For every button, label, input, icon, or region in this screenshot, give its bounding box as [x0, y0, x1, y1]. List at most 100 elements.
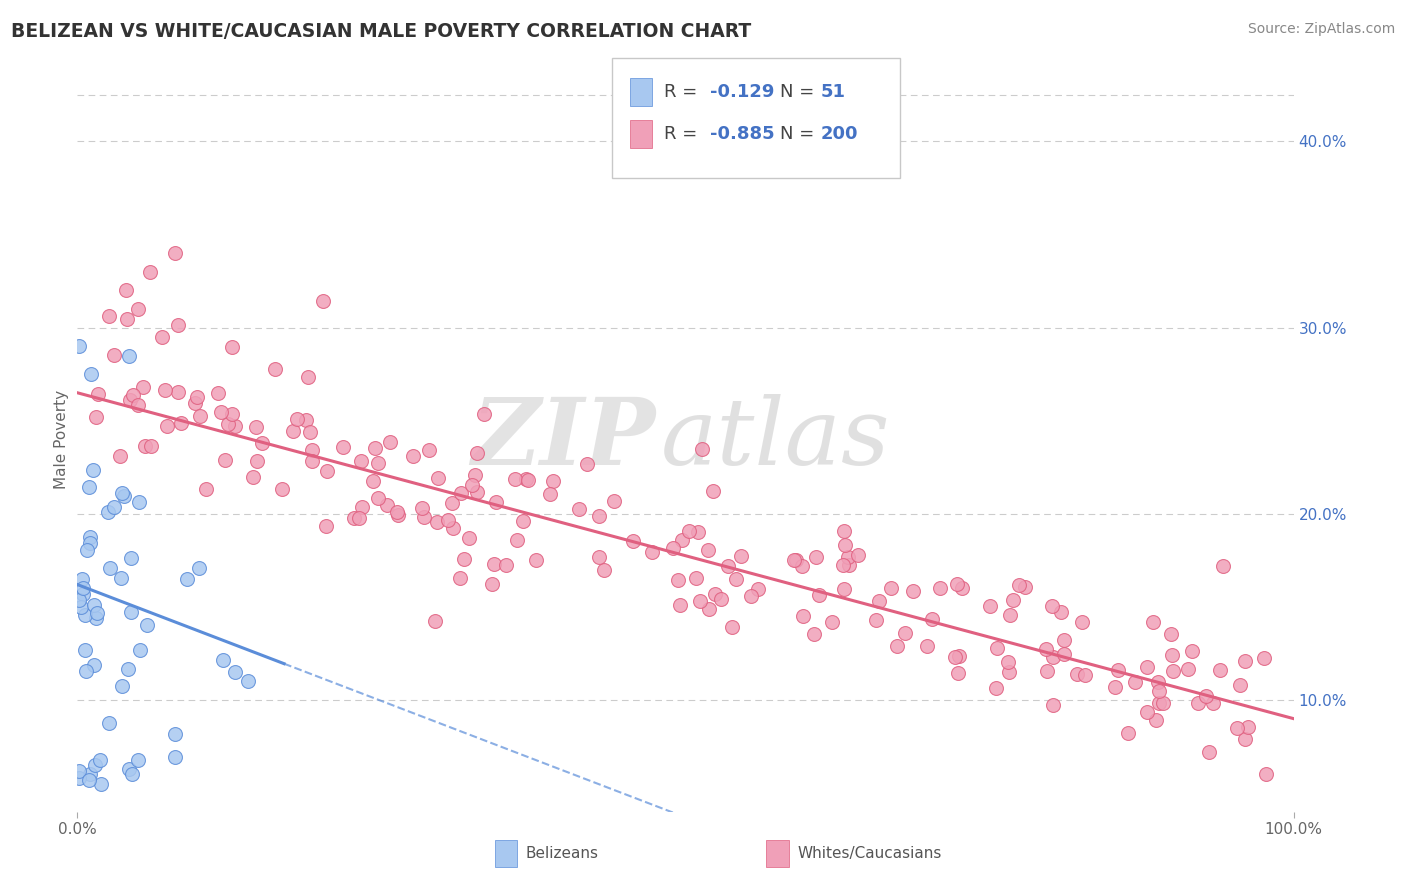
Point	[730, 549, 752, 563]
Text: R =: R =	[664, 125, 703, 143]
Point	[86, 607, 108, 621]
Point	[67, 764, 90, 778]
Point	[688, 524, 710, 539]
Point	[80, 367, 103, 381]
Point	[917, 639, 939, 653]
Point	[457, 531, 479, 545]
Point	[1209, 663, 1232, 677]
Point	[110, 571, 132, 585]
Point	[946, 576, 969, 591]
Point	[449, 571, 471, 585]
Point	[506, 533, 529, 548]
Point	[928, 582, 950, 596]
Point	[250, 436, 273, 450]
Point	[387, 508, 409, 522]
Point	[120, 392, 142, 407]
Point	[297, 370, 319, 384]
Point	[503, 472, 526, 486]
Point	[84, 610, 107, 624]
Point	[1040, 599, 1063, 614]
Point	[108, 449, 131, 463]
Point	[135, 617, 157, 632]
Point	[1177, 662, 1199, 676]
Point	[121, 767, 143, 781]
Point	[1212, 558, 1234, 573]
Point	[689, 593, 711, 607]
Point	[155, 384, 177, 398]
Point	[112, 489, 135, 503]
Point	[264, 362, 287, 376]
Point	[838, 558, 860, 572]
Point	[1116, 726, 1139, 740]
Point	[214, 453, 236, 467]
Point	[423, 615, 446, 629]
Point	[482, 557, 505, 571]
Point	[83, 598, 105, 612]
Point	[166, 384, 188, 399]
Point	[367, 491, 389, 505]
Point	[118, 762, 141, 776]
Point	[127, 753, 149, 767]
Point	[1035, 641, 1057, 656]
Point	[465, 446, 488, 460]
Point	[139, 265, 162, 279]
Point	[315, 518, 337, 533]
Point	[1042, 650, 1064, 665]
Point	[588, 508, 610, 523]
Point	[696, 543, 718, 558]
Point	[281, 424, 304, 438]
Point	[792, 609, 814, 624]
Point	[834, 524, 856, 539]
Point	[212, 653, 235, 667]
Point	[1161, 664, 1184, 678]
Point	[89, 753, 111, 767]
Point	[170, 416, 193, 430]
Point	[603, 494, 626, 508]
Point	[132, 380, 155, 394]
Point	[67, 771, 90, 785]
Point	[163, 749, 186, 764]
Point	[139, 439, 162, 453]
Point	[134, 439, 156, 453]
Point	[1136, 705, 1159, 719]
Point	[901, 584, 924, 599]
Point	[1161, 648, 1184, 663]
Point	[1142, 615, 1164, 629]
Point	[224, 665, 246, 679]
Point	[512, 514, 534, 528]
Point	[426, 516, 449, 530]
Point	[298, 425, 321, 439]
Point	[692, 442, 714, 456]
Point	[747, 582, 769, 596]
Point	[413, 510, 436, 524]
Point	[1146, 674, 1168, 689]
Point	[111, 486, 134, 500]
Point	[807, 588, 830, 602]
Point	[710, 591, 733, 606]
Point	[1014, 580, 1036, 594]
Point	[461, 478, 484, 492]
Point	[998, 607, 1021, 622]
Point	[349, 511, 371, 525]
Point	[832, 558, 855, 572]
Point	[77, 480, 100, 494]
Text: N =: N =	[780, 125, 820, 143]
Point	[621, 534, 644, 549]
Point	[441, 496, 464, 510]
Text: Whites/Caucasians: Whites/Caucasians	[797, 847, 942, 861]
Point	[184, 396, 207, 410]
Point	[868, 594, 890, 608]
Point	[894, 625, 917, 640]
Point	[87, 386, 110, 401]
Point	[242, 469, 264, 483]
Point	[481, 576, 503, 591]
Point	[418, 443, 440, 458]
Point	[295, 413, 318, 427]
Text: ZIP: ZIP	[471, 394, 655, 484]
Point	[1042, 698, 1064, 713]
Point	[167, 318, 190, 332]
Point	[593, 563, 616, 577]
Point	[485, 495, 508, 509]
Point	[83, 658, 105, 673]
Point	[1229, 678, 1251, 692]
